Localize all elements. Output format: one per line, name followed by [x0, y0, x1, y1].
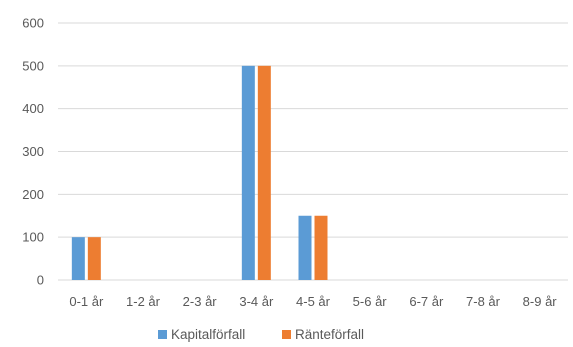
x-tick-label: 6-7 år: [409, 294, 444, 309]
legend-label-kapitalforfall: Kapitalförfall: [171, 327, 245, 342]
bars: [71, 65, 328, 280]
legend: Kapitalförfall Ränteförfall: [158, 327, 364, 342]
bar-ranteforfall-3: [257, 65, 271, 280]
bar-kapitalforfall-4: [298, 215, 312, 280]
x-tick-label: 2-3 år: [183, 294, 218, 309]
y-tick-label: 300: [22, 144, 44, 159]
x-tick-label: 0-1 år: [69, 294, 104, 309]
legend-swatch-ranteforfall: [282, 330, 291, 339]
legend-label-ranteforfall: Ränteförfall: [295, 327, 364, 342]
x-tick-label: 3-4 år: [239, 294, 274, 309]
bar-kapitalforfall-3: [241, 65, 255, 280]
bar-ranteforfall-0: [87, 237, 101, 280]
y-tick-label: 500: [22, 58, 44, 73]
gridlines: [58, 22, 568, 281]
y-tick-label: 100: [22, 230, 44, 245]
x-tick-label: 7-8 år: [466, 294, 501, 309]
y-axis-tick-labels: 0 100 200 300 400 500 600: [22, 16, 44, 288]
legend-swatch-kapitalforfall: [158, 330, 167, 339]
y-tick-label: 400: [22, 101, 44, 116]
bar-kapitalforfall-0: [71, 237, 85, 280]
x-tick-label: 5-6 år: [353, 294, 388, 309]
x-tick-label: 8-9 år: [523, 294, 558, 309]
x-tick-label: 4-5 år: [296, 294, 331, 309]
x-tick-label: 1-2 år: [126, 294, 161, 309]
y-tick-label: 600: [22, 16, 44, 31]
y-tick-label: 0: [37, 273, 44, 288]
x-axis-tick-labels: 0-1 år 1-2 år 2-3 år 3-4 år 4-5 år 5-6 år 6-7 …: [69, 294, 557, 309]
bar-ranteforfall-4: [314, 215, 328, 280]
y-tick-label: 200: [22, 187, 44, 202]
